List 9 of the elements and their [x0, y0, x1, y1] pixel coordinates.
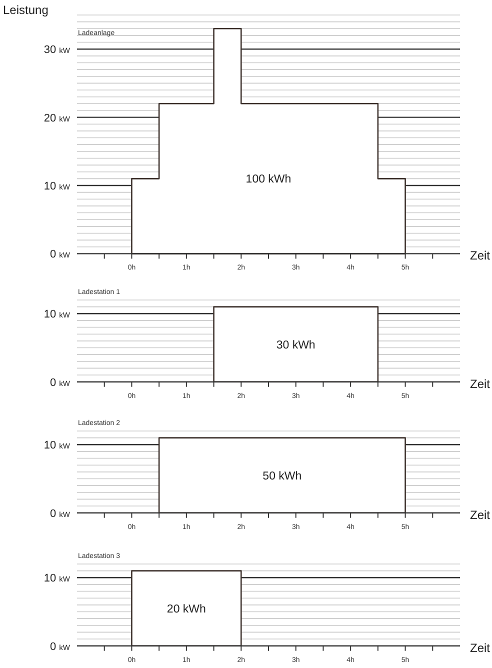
- annotation: 30 kWh: [276, 339, 316, 352]
- x-axis-title: Zeit: [470, 248, 491, 263]
- annotation: 100 kWh: [246, 174, 292, 186]
- annotation: 50 kWh: [262, 470, 302, 482]
- x-axis-title: Zeit: [470, 640, 491, 655]
- y-axis-title: Leistung: [3, 3, 48, 17]
- x-axis-title: Zeit: [470, 508, 491, 522]
- x-axis-title: Zeit: [470, 376, 491, 391]
- annotation: 20 kWh: [166, 603, 206, 616]
